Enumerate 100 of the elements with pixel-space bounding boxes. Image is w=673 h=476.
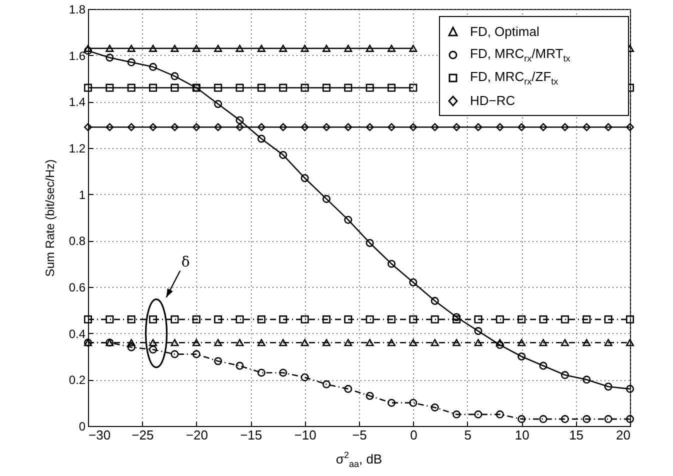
point — [344, 315, 352, 324]
annotation: δ — [181, 254, 190, 271]
point — [388, 398, 396, 407]
point — [388, 84, 396, 92]
point — [496, 315, 504, 324]
point — [452, 339, 461, 346]
point — [106, 123, 114, 132]
point — [518, 415, 526, 424]
point — [366, 315, 374, 324]
point — [366, 238, 374, 247]
point — [300, 315, 309, 324]
point — [322, 44, 330, 52]
point — [496, 410, 504, 418]
point — [366, 339, 374, 346]
point — [279, 123, 288, 132]
point — [149, 62, 158, 71]
point — [388, 123, 396, 132]
point — [582, 376, 591, 384]
point — [170, 123, 179, 132]
point — [560, 415, 569, 424]
point — [279, 44, 288, 52]
point — [257, 134, 266, 143]
point — [560, 339, 569, 346]
point — [409, 339, 418, 346]
point — [539, 339, 548, 346]
point — [106, 84, 114, 92]
point — [300, 373, 309, 382]
y-tick-label: 1.8 — [68, 2, 86, 16]
point — [236, 315, 244, 324]
point — [560, 371, 569, 380]
point — [279, 339, 288, 346]
point — [344, 44, 352, 52]
x-tick-label: −30 — [88, 428, 111, 442]
point — [170, 350, 179, 358]
y-tick-label: 0.8 — [68, 234, 86, 248]
point — [496, 123, 504, 132]
point — [388, 44, 396, 52]
point — [518, 315, 526, 324]
point — [409, 398, 418, 407]
point — [582, 123, 591, 132]
point — [149, 84, 158, 92]
point — [452, 123, 461, 132]
point — [257, 315, 266, 324]
point — [214, 315, 222, 324]
point — [214, 357, 222, 366]
point — [170, 339, 179, 346]
point — [127, 315, 136, 324]
point — [626, 123, 634, 132]
x-tick-label: −15 — [240, 428, 262, 442]
point — [127, 339, 136, 346]
point — [236, 339, 244, 346]
point — [236, 44, 244, 52]
point — [149, 315, 158, 324]
point — [127, 84, 136, 92]
point — [322, 315, 330, 324]
point — [192, 123, 200, 132]
point — [604, 123, 612, 132]
point — [279, 368, 288, 377]
point — [539, 123, 548, 132]
point — [474, 123, 482, 132]
point — [344, 384, 352, 393]
x-tick-label: −10 — [294, 428, 316, 442]
point — [474, 339, 482, 346]
point — [279, 315, 288, 324]
point — [322, 194, 330, 203]
point — [257, 44, 266, 52]
point — [127, 343, 136, 352]
point — [366, 392, 374, 400]
legend-label: FD, MRC$_{rx}$/ZF$_{tx}$ — [470, 68, 558, 86]
point — [322, 123, 330, 132]
point — [388, 260, 396, 268]
point — [84, 315, 92, 324]
point — [366, 84, 374, 92]
point — [626, 384, 634, 393]
point — [452, 315, 461, 324]
y-tick-label: 1.6 — [68, 48, 86, 63]
point — [582, 339, 591, 346]
point — [430, 315, 439, 324]
point — [106, 44, 114, 52]
point — [366, 44, 374, 52]
point — [322, 380, 330, 388]
point — [214, 339, 222, 346]
point — [626, 339, 634, 346]
y-axis-title: Sum Rate (bit/sec/Hz) — [42, 159, 57, 277]
point — [149, 339, 158, 346]
point — [170, 84, 179, 92]
point — [409, 44, 418, 52]
point — [214, 123, 222, 132]
point — [582, 315, 591, 324]
point — [84, 84, 92, 92]
x-tick-label: 15 — [569, 428, 584, 442]
legend-label: HD−RC — [470, 93, 516, 108]
point — [127, 44, 136, 52]
point — [604, 415, 612, 424]
point — [149, 346, 158, 354]
point — [192, 350, 200, 358]
point — [409, 278, 418, 286]
point — [236, 123, 244, 132]
point — [409, 123, 418, 132]
point — [518, 123, 526, 132]
